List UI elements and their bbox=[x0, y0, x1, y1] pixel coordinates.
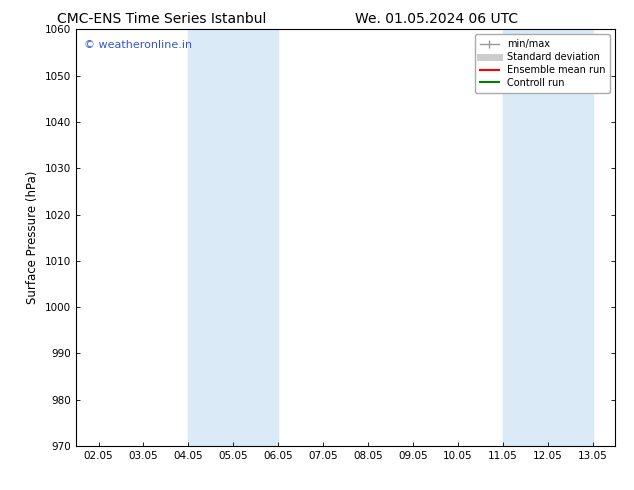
Text: We. 01.05.2024 06 UTC: We. 01.05.2024 06 UTC bbox=[355, 12, 518, 26]
Bar bbox=[503, 29, 593, 446]
Bar bbox=[188, 29, 278, 446]
Legend: min/max, Standard deviation, Ensemble mean run, Controll run: min/max, Standard deviation, Ensemble me… bbox=[475, 34, 610, 93]
Y-axis label: Surface Pressure (hPa): Surface Pressure (hPa) bbox=[27, 171, 39, 304]
Text: CMC-ENS Time Series Istanbul: CMC-ENS Time Series Istanbul bbox=[57, 12, 266, 26]
Text: © weatheronline.in: © weatheronline.in bbox=[84, 40, 192, 50]
